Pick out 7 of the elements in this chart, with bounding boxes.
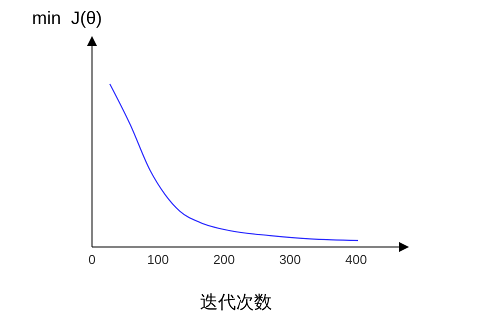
- x-tick-label: 100: [147, 252, 169, 268]
- x-tick-label: 400: [345, 252, 367, 268]
- x-axis-title: 迭代次数: [199, 291, 273, 314]
- x-tick-label: 0: [88, 252, 96, 268]
- y-axis-title: min J(θ): [32, 8, 102, 29]
- x-tick-label: 300: [279, 252, 301, 268]
- x-tick-label: 200: [213, 252, 235, 268]
